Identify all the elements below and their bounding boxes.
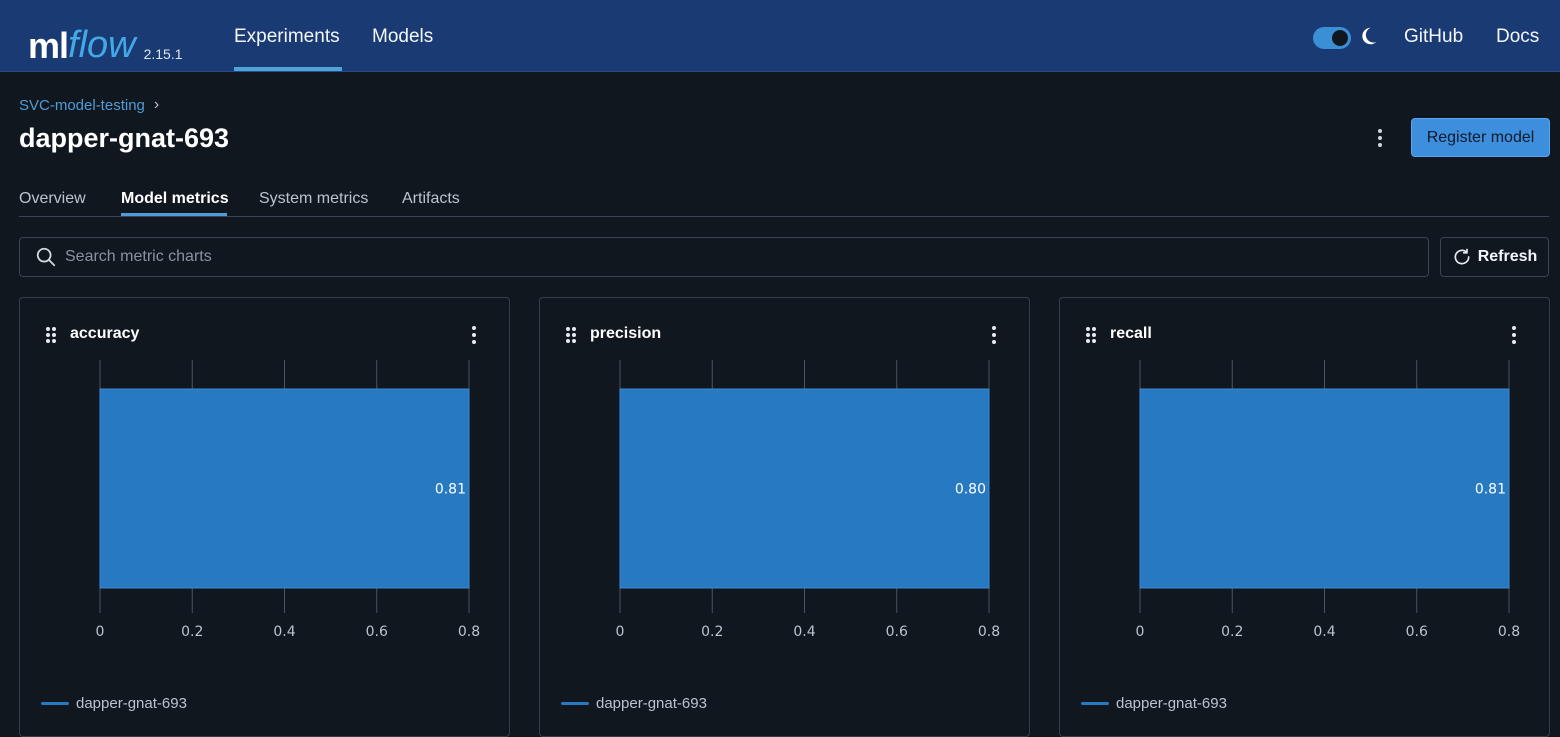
chevron-right-icon: › [153,96,160,113]
nav-github[interactable]: GitHub [1404,26,1464,47]
logo-ml-text: ml [28,25,69,66]
chart-options-icon[interactable] [1506,324,1522,346]
x-tick-label: 0.2 [181,624,203,640]
search-icon [36,247,56,267]
x-tick-label: 0 [616,624,625,640]
logo-flow-text: flow [68,24,136,66]
bar-value-label: 0.81 [1475,482,1506,498]
chart-legend[interactable]: dapper-gnat-693 [1081,695,1227,712]
chart-options-icon[interactable] [986,324,1002,346]
bar-dapper-gnat-693[interactable] [1139,388,1510,589]
nav-docs[interactable]: Docs [1496,26,1540,47]
drag-handle-icon[interactable] [1084,325,1098,345]
tab-artifacts[interactable]: Artifacts [402,190,460,207]
bar-value-label: 0.80 [955,482,986,498]
chart-title: accuracy [70,325,140,342]
chart-legend[interactable]: dapper-gnat-693 [41,695,187,712]
nav-experiments[interactable]: Experiments [234,26,340,47]
legend-label: dapper-gnat-693 [596,695,707,712]
refresh-button[interactable]: Refresh [1440,237,1549,277]
refresh-label: Refresh [1477,248,1538,265]
drag-handle-icon[interactable] [564,325,578,345]
tab-overview[interactable]: Overview [19,190,86,207]
page-title: dapper-gnat-693 [19,123,230,153]
bar-chart-recall: 0 0.2 0.4 0.6 0.8 0.81 [1136,360,1520,640]
metric-chart-card-accuracy: accuracy 0 0.2 0.4 0.6 0.8 0.81 dapper-gnat-693 [19,297,510,737]
bar-chart-accuracy: 0 0.2 0.4 0.6 0.8 0.81 [96,360,480,640]
x-tick-label: 0.2 [1221,624,1243,640]
search-input[interactable] [65,248,1365,266]
tab-model-metrics[interactable]: Model metrics [121,190,229,207]
refresh-icon [1454,248,1470,265]
chart-title: recall [1110,325,1152,342]
legend-label: dapper-gnat-693 [1116,695,1227,712]
chart-legend[interactable]: dapper-gnat-693 [561,695,707,712]
legend-swatch [1081,702,1109,705]
x-tick-label: 0.6 [1406,624,1428,640]
bar-value-label: 0.81 [435,482,466,498]
mlflow-logo[interactable]: ml flow 2.15.1 [28,8,183,64]
legend-label: dapper-gnat-693 [76,695,187,712]
breadcrumb: SVC-model-testing › [19,96,159,114]
top-nav-bar: ml flow 2.15.1 Experiments Models GitHub… [0,0,1560,72]
chart-title: precision [590,325,662,342]
x-tick-label: 0 [1136,624,1145,640]
bar-dapper-gnat-693[interactable] [99,388,470,589]
legend-swatch [41,702,69,705]
chart-options-icon[interactable] [466,324,482,346]
moon-icon [1362,27,1377,45]
x-tick-label: 0.6 [366,624,388,640]
nav-models[interactable]: Models [372,26,434,47]
bar-dapper-gnat-693[interactable] [619,388,990,589]
tab-system-metrics[interactable]: System metrics [259,190,369,207]
version-label: 2.15.1 [143,46,183,62]
x-tick-label: 0 [96,624,105,640]
legend-swatch [561,702,589,705]
x-tick-label: 0.8 [978,624,1000,640]
x-tick-label: 0.8 [458,624,480,640]
metric-chart-card-recall: recall 0 0.2 0.4 0.6 0.8 0.81 dapper-gnat-693 [1059,297,1550,737]
x-tick-label: 0.4 [1313,624,1335,640]
drag-handle-icon[interactable] [44,325,58,345]
x-tick-label: 0.4 [273,624,295,640]
tab-active-indicator [121,213,227,216]
search-box [19,237,1429,277]
breadcrumb-experiment-link[interactable]: SVC-model-testing [19,96,145,114]
x-tick-label: 0.6 [886,624,908,640]
x-tick-label: 0.8 [1498,624,1520,640]
more-options-icon[interactable] [1370,126,1390,150]
x-tick-label: 0.2 [701,624,723,640]
run-tabs: Overview Model metrics System metrics Ar… [19,188,1549,217]
metric-chart-card-precision: precision 0 0.2 0.4 0.6 0.8 0.80 dapper-gnat-69… [539,297,1030,737]
toggle-knob [1332,30,1348,46]
nav-active-indicator [234,67,342,71]
x-tick-label: 0.4 [793,624,815,640]
theme-toggle[interactable] [1313,27,1351,49]
register-model-button[interactable]: Register model [1411,118,1550,157]
bar-chart-precision: 0 0.2 0.4 0.6 0.8 0.80 [616,360,1000,640]
